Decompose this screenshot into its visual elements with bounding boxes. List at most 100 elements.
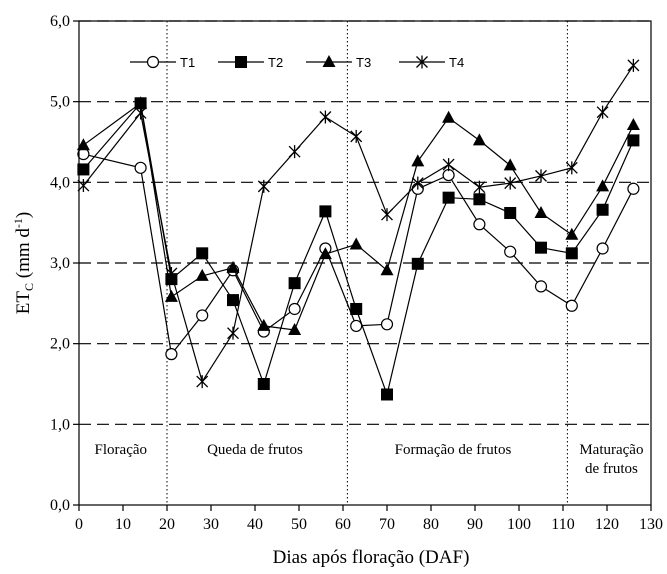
point-t4-17 — [627, 58, 640, 72]
point-t3-11 — [442, 110, 456, 123]
point-t1-3 — [196, 309, 209, 322]
point-t3-0 — [76, 138, 90, 151]
phase-label-0: Floração — [95, 442, 147, 458]
point-t3-4 — [226, 260, 240, 273]
x-axis-title: Dias após floração (DAF) — [273, 547, 470, 568]
point-t2-9 — [381, 388, 393, 401]
x-tick-label-20: 20 — [159, 516, 175, 533]
point-t4-8 — [350, 129, 363, 143]
legend-item-t3: T3 — [306, 55, 371, 70]
series-line-t4 — [82, 65, 634, 384]
point-t3-2 — [164, 289, 178, 302]
phase-label-line: Formação de frutos — [395, 442, 512, 458]
point-t1-15 — [565, 299, 578, 312]
y-axis-title-unit: (mm d — [13, 228, 34, 283]
phase-label-line: Queda de frutos — [207, 442, 303, 458]
x-tick-label-110: 110 — [551, 516, 574, 533]
series-t4 — [77, 58, 640, 389]
legend-label-t1: T1 — [180, 55, 195, 70]
legend-label-t3: T3 — [356, 55, 371, 70]
x-tick-label-80: 80 — [423, 516, 439, 533]
point-t4-1 — [134, 106, 147, 120]
point-t4-14 — [535, 169, 547, 183]
point-t2-8 — [350, 302, 363, 315]
point-t3-1 — [134, 96, 148, 109]
point-t1-14 — [534, 280, 548, 293]
point-t1-13 — [504, 245, 517, 258]
y-tick-label-0: 0,0 — [50, 497, 70, 514]
point-t3-15 — [565, 227, 579, 240]
y-axis-title-main: ET — [13, 291, 34, 315]
x-tick-label-30: 30 — [203, 516, 219, 533]
legend-item-t1: T1 — [130, 55, 195, 70]
point-t4-5 — [257, 179, 270, 193]
point-t1-12 — [473, 218, 486, 231]
y-tick-label-6: 6,0 — [50, 13, 70, 30]
legend-label-t2: T2 — [268, 55, 283, 70]
legend-marker-t3 — [322, 55, 336, 67]
y-tick-label-2: 2,0 — [50, 336, 70, 353]
point-t4-0 — [77, 179, 90, 193]
y-axis-title: ETC (mm d-1) — [11, 212, 36, 314]
point-t1-1 — [134, 161, 147, 174]
series-t2 — [77, 97, 640, 401]
point-t4-6 — [288, 145, 301, 159]
point-t2-16 — [596, 203, 609, 216]
y-tick-label-4: 4,0 — [50, 174, 70, 191]
point-t2-15 — [565, 247, 578, 260]
point-t1-11 — [442, 168, 455, 182]
y-axis-title-sub: C — [22, 283, 36, 291]
series-t1 — [77, 148, 640, 361]
point-t4-12 — [473, 180, 486, 194]
y-tick-label-3: 3,0 — [50, 255, 70, 272]
x-tick-label-10: 10 — [115, 516, 131, 533]
point-t3-8 — [349, 237, 363, 250]
phase-label-line: Floração — [95, 442, 147, 458]
point-t2-11 — [442, 191, 455, 204]
point-t4-11 — [442, 158, 455, 172]
x-tick-label-40: 40 — [247, 516, 263, 533]
point-t3-9 — [380, 263, 394, 276]
point-t3-10 — [411, 154, 425, 167]
x-tick-label-120: 120 — [595, 516, 619, 533]
point-t4-2 — [165, 266, 178, 280]
point-t2-5 — [257, 378, 270, 390]
point-t4-3 — [196, 375, 209, 389]
point-t3-13 — [503, 158, 517, 171]
legend-item-t4: T4 — [399, 55, 464, 70]
point-t1-16 — [596, 242, 609, 255]
y-axis-title-close: ) — [13, 212, 34, 218]
point-t2-13 — [504, 206, 517, 219]
point-t2-7 — [319, 205, 332, 218]
point-t2-6 — [288, 277, 301, 290]
legend-label-t4: T4 — [449, 55, 464, 70]
point-t3-16 — [596, 179, 610, 192]
series-line-t3 — [83, 102, 634, 331]
point-t4-13 — [504, 176, 517, 190]
point-t4-16 — [596, 105, 609, 119]
point-t1-17 — [627, 182, 640, 195]
point-t2-14 — [535, 241, 547, 254]
point-t3-7 — [318, 247, 332, 260]
x-tick-label-0: 0 — [75, 516, 83, 533]
legend-item-t2: T2 — [218, 55, 283, 70]
point-t4-10 — [411, 176, 424, 190]
x-tick-label-50: 50 — [291, 516, 307, 533]
point-t3-17 — [626, 118, 640, 131]
point-t2-17 — [627, 134, 640, 147]
phase-label-line: de frutos — [585, 461, 638, 477]
phase-label-1: Queda de frutos — [207, 442, 303, 458]
point-t3-5 — [257, 318, 271, 331]
y-tick-label-1: 1,0 — [50, 416, 70, 433]
x-tick-label-70: 70 — [379, 516, 395, 533]
x-tick-label-60: 60 — [335, 516, 351, 533]
legend-marker-t4 — [416, 55, 428, 69]
point-t1-2 — [165, 348, 178, 361]
phase-dividers — [166, 21, 568, 505]
point-t1-9 — [380, 318, 394, 331]
point-t2-4 — [227, 294, 239, 307]
point-t3-14 — [534, 205, 548, 218]
point-t4-7 — [319, 110, 332, 124]
phase-label-3: Maturação de frutos — [579, 442, 643, 477]
point-t2-10 — [411, 257, 424, 270]
